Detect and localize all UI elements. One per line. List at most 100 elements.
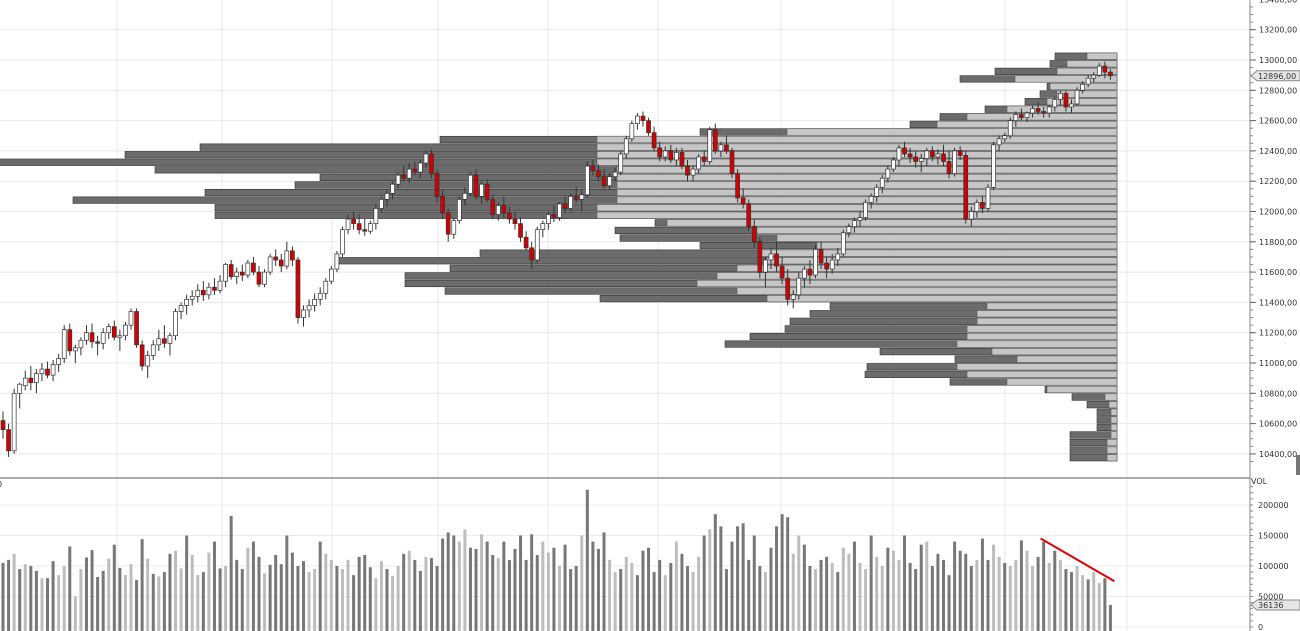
candle-up[interactable] [879, 177, 885, 188]
candle-up[interactable] [674, 152, 679, 161]
candle-up[interactable] [534, 229, 540, 261]
candle-up[interactable] [868, 196, 874, 203]
candle-down[interactable] [679, 152, 685, 167]
candle-up[interactable] [1002, 135, 1008, 140]
candle-up[interactable] [328, 268, 334, 282]
candle-down[interactable] [946, 161, 952, 174]
candle-down[interactable] [518, 223, 523, 238]
candle-up[interactable] [618, 153, 624, 173]
candle-down[interactable] [751, 226, 757, 243]
candle-down[interactable] [1063, 92, 1069, 108]
candle-down[interactable] [818, 249, 824, 264]
candle-up[interactable] [379, 199, 384, 209]
candle-down[interactable] [902, 147, 907, 155]
candle-up[interactable] [189, 295, 195, 300]
candle-up[interactable] [662, 150, 668, 158]
candle-down[interactable] [445, 212, 451, 235]
candle-up[interactable] [985, 186, 991, 209]
candle-up[interactable] [312, 299, 317, 306]
candle-down[interactable] [651, 132, 657, 149]
candle-down[interactable] [111, 326, 117, 338]
candle-down[interactable] [412, 168, 418, 173]
candle-up[interactable] [891, 159, 896, 170]
candle-up[interactable] [1091, 74, 1097, 79]
candle-down[interactable] [401, 174, 407, 179]
candle-up[interactable] [635, 115, 640, 124]
candle-down[interactable] [28, 377, 34, 384]
candle-down[interactable] [601, 176, 607, 187]
candle-down[interactable] [239, 271, 245, 276]
candle-up[interactable] [117, 335, 123, 338]
candle-up[interactable] [262, 271, 267, 285]
candle-up[interactable] [17, 383, 23, 394]
candle-up[interactable] [72, 347, 78, 352]
candle-down[interactable] [278, 259, 284, 267]
candle-up[interactable] [579, 194, 585, 200]
candle-down[interactable] [273, 256, 279, 261]
candle-up[interactable] [863, 202, 868, 218]
candle-up[interactable] [234, 271, 240, 277]
candle-up[interactable] [690, 168, 696, 176]
candle-up[interactable] [829, 259, 835, 270]
candle-down[interactable] [1108, 71, 1113, 77]
candle-down[interactable] [490, 199, 496, 215]
candle-up[interactable] [1046, 106, 1052, 114]
candle-down[interactable] [512, 218, 518, 224]
candle-up[interactable] [390, 183, 395, 194]
candle-up[interactable] [323, 280, 329, 294]
candle-up[interactable] [802, 268, 807, 279]
candle-up[interactable] [495, 205, 501, 215]
candle-up[interactable] [846, 226, 852, 234]
candle-down[interactable] [251, 262, 256, 273]
candle-up[interactable] [167, 335, 173, 344]
candle-down[interactable] [740, 197, 746, 205]
candle-up[interactable] [1085, 77, 1091, 85]
candle-up[interactable] [100, 332, 106, 344]
candle-up[interactable] [223, 264, 228, 282]
candle-up[interactable] [707, 129, 713, 162]
candle-up[interactable] [1057, 92, 1063, 100]
candle-down[interactable] [256, 271, 262, 285]
candle-up[interactable] [918, 158, 924, 162]
candle-down[interactable] [200, 289, 206, 296]
candle-down[interactable] [6, 429, 11, 452]
candle-up[interactable] [195, 289, 201, 297]
volume-axis[interactable]: VOL 0 50000 100000 150000 200000 36136 0 [0, 477, 1300, 631]
candle-down[interactable] [0, 420, 6, 431]
candle-up[interactable] [763, 259, 768, 273]
candle-down[interactable] [551, 214, 557, 218]
candle-up[interactable] [696, 156, 701, 170]
candle-up[interactable] [790, 294, 796, 300]
candle-up[interactable] [885, 168, 891, 179]
candle-down[interactable] [562, 203, 568, 209]
candle-up[interactable] [835, 253, 841, 261]
candle-down[interactable] [139, 344, 145, 367]
candle-up[interactable] [1030, 108, 1035, 114]
candle-up[interactable] [607, 176, 612, 187]
candle-up[interactable] [1080, 83, 1085, 91]
candle-up[interactable] [796, 277, 802, 296]
candle-down[interactable] [668, 150, 674, 161]
candle-up[interactable] [78, 339, 84, 349]
candle-up[interactable] [56, 358, 62, 365]
candle-up[interactable] [50, 364, 56, 376]
candle-down[interactable] [45, 368, 50, 376]
candle-up[interactable] [384, 192, 390, 200]
candle-down[interactable] [785, 277, 791, 300]
candle-up[interactable] [84, 332, 89, 341]
candle-up[interactable] [896, 147, 902, 161]
candle-up[interactable] [395, 174, 401, 185]
candle-up[interactable] [340, 229, 345, 255]
candle-down[interactable] [134, 311, 139, 346]
candle-down[interactable] [640, 115, 646, 121]
candle-up[interactable] [184, 299, 189, 306]
candle-up[interactable] [156, 338, 162, 346]
candle-down[interactable] [501, 205, 507, 214]
candle-down[interactable] [657, 147, 663, 158]
candle-up[interactable] [468, 174, 473, 194]
price-axis[interactable]: 10400,00 10600,00 10800,00 11000,00 11200,00… [1249, 0, 1300, 478]
candle-up[interactable] [301, 309, 306, 318]
candle-up[interactable] [546, 214, 551, 224]
candle-down[interactable] [95, 341, 100, 344]
